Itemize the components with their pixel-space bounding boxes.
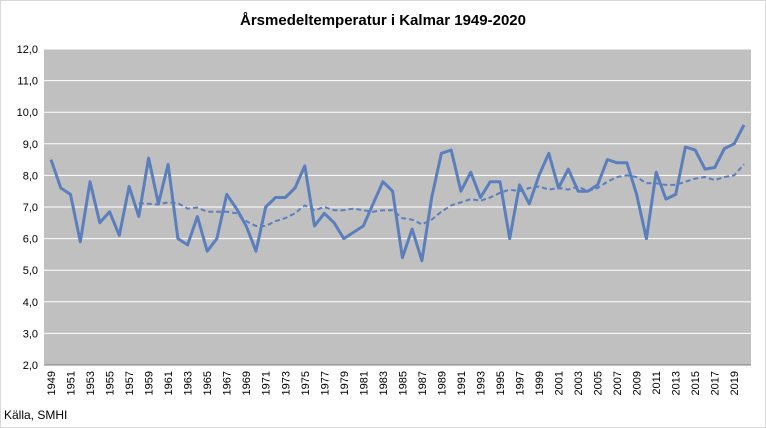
x-tick-label: 1983 [378,371,390,395]
x-tick-label: 1979 [339,371,351,395]
x-tick-label: 1993 [475,371,487,395]
moving-average-line [138,163,745,227]
x-tick-label: 1965 [202,371,214,395]
x-tick-label: 1989 [436,371,448,395]
x-tick-label: 2013 [671,371,683,395]
x-tick-label: 2005 [593,371,605,395]
x-tick-label: 1969 [241,371,253,395]
y-tick-label: 6,0 [23,234,38,246]
y-tick-label: 7,0 [23,202,38,214]
x-tick-label: 1977 [319,371,331,395]
x-tick-label: 1953 [85,371,97,395]
x-tick-label: 2003 [573,371,585,395]
y-tick-label: 12,0 [17,44,38,56]
y-tick-label: 4,0 [23,297,38,309]
x-tick-label: 1981 [358,371,370,395]
x-tick-label: 2011 [651,371,663,395]
x-tick-label: 1949 [46,371,58,395]
y-tick-label: 3,0 [23,328,38,340]
y-tick-label: 8,0 [23,170,38,182]
y-tick-label: 10,0 [17,107,38,119]
x-tick-label: 1991 [456,371,468,395]
x-tick-label: 1985 [397,371,409,395]
x-tick-label: 2009 [632,371,644,395]
x-tick-label: 1973 [280,371,292,395]
x-tick-label: 1995 [495,371,507,395]
temperature-line [49,124,746,263]
x-tick-label: 1957 [124,371,136,395]
x-tick-label: 1959 [144,371,156,395]
x-tick-label: 1963 [183,371,195,395]
y-tick-label: 2,0 [23,360,38,372]
source-note: Källa, SMHI [4,408,68,422]
x-tick-label: 2015 [690,371,702,395]
x-tick-label: 2019 [729,371,741,395]
x-tick-label: 2007 [612,371,624,395]
y-tick-label: 11,0 [17,76,38,88]
x-tick-label: 1997 [515,371,527,395]
y-tick-label: 5,0 [23,265,38,277]
x-tick-label: 1999 [534,371,546,395]
x-tick-label: 2017 [710,371,722,395]
x-tick-label: 2001 [554,371,566,395]
x-tick-label: 1955 [105,371,117,395]
x-tick-label: 1951 [66,371,78,395]
x-tick-label: 1961 [163,371,175,395]
y-tick-label: 9,0 [23,139,38,151]
x-tick-label: 1975 [300,371,312,395]
x-tick-label: 1987 [417,371,429,395]
x-tick-label: 1967 [222,371,234,395]
x-tick-label: 1971 [261,371,273,395]
chart-title: Årsmedeltemperatur i Kalmar 1949-2020 [240,12,526,29]
